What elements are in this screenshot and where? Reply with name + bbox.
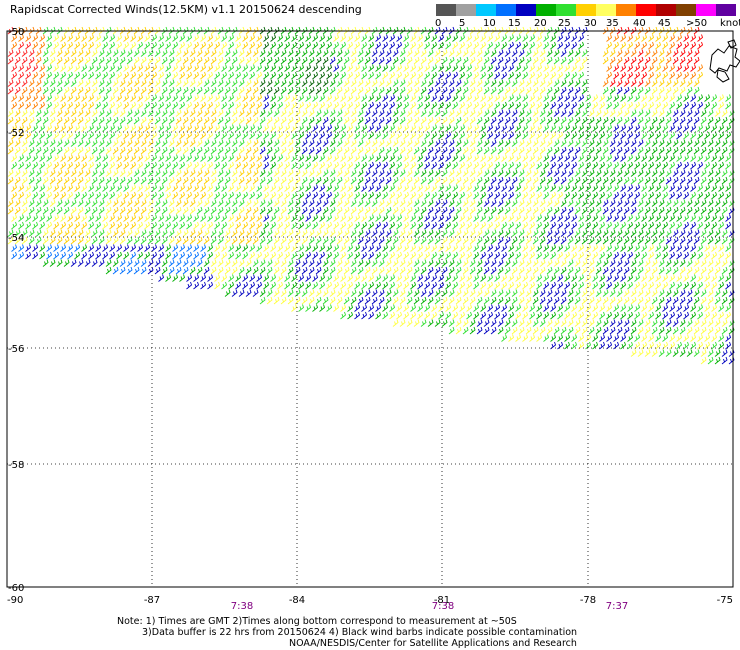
longitude-label: -87 [144, 595, 160, 606]
legend-label: 45 [658, 18, 671, 29]
grid-lines [7, 31, 733, 587]
island-outline [709, 45, 740, 74]
legend-swatch [536, 4, 556, 16]
legend-color-bar [436, 4, 736, 16]
coastline-falkland-islands [709, 39, 740, 83]
legend-label: 10 [483, 18, 496, 29]
island-outline [727, 39, 737, 49]
pass-time-label: 7:37 [606, 601, 628, 612]
legend-label: 0 [435, 18, 442, 29]
latitude-label: -56 [8, 344, 24, 355]
island-outline [716, 69, 730, 83]
longitude-label: -75 [717, 595, 733, 606]
latitude-label: -60 [8, 583, 24, 594]
legend-label: >50 [686, 18, 708, 29]
legend-swatch [676, 4, 696, 16]
legend-swatch [576, 4, 596, 16]
legend-label: 25 [558, 18, 571, 29]
legend-label: 30 [584, 18, 597, 29]
pass-time-label: 7:38 [432, 601, 454, 612]
legend-swatch [516, 4, 536, 16]
legend-units: knots [720, 18, 740, 29]
latitude-label: -54 [8, 233, 24, 244]
longitude-label: -81 [434, 595, 450, 606]
wind-barb-group [7, 26, 39, 95]
longitude-label: -78 [580, 595, 596, 606]
legend-swatch [476, 4, 496, 16]
latitude-label: -52 [8, 128, 24, 139]
legend-labels: 0 5 10 15 20 25 30 35 40 45 >50 [435, 16, 736, 30]
wind-barb-group [7, 26, 735, 365]
legend-swatch [616, 4, 636, 16]
legend-swatch [456, 4, 476, 16]
legend-swatch [556, 4, 576, 16]
longitude-label: -90 [7, 595, 23, 606]
legend-label: 35 [606, 18, 619, 29]
wind-barb-group [39, 26, 735, 365]
legend-swatch [496, 4, 516, 16]
latitude-label: -58 [8, 460, 24, 471]
legend-swatch [436, 4, 456, 16]
legend-label: 40 [633, 18, 646, 29]
legend-swatch [636, 4, 656, 16]
legend-swatch [596, 4, 616, 16]
wind-barb-group [11, 244, 207, 275]
wind-barb-group [25, 26, 735, 365]
note-line-2: 3)Data buffer is 22 hrs from 20150624 4)… [142, 627, 578, 638]
axis-labels: -90 -87 -84 -81 -78 -75 -50 -52 -54 -56 -58 -60 7:38… [7, 27, 733, 612]
latitude-label: -50 [8, 27, 24, 38]
wind-speed-legend: 0 5 10 15 20 25 30 35 40 45 >50 knots [435, 4, 740, 32]
legend-swatch [696, 4, 716, 16]
legend-swatch [656, 4, 676, 16]
legend-label: 20 [534, 18, 547, 29]
note-line-1: Note: 1) Times are GMT 2)Times along bot… [117, 616, 517, 627]
pass-time-label: 7:38 [231, 601, 253, 612]
map-frame [6, 30, 734, 588]
wind-barbs-layer [7, 26, 735, 365]
wind-barb-group [7, 26, 704, 245]
wind-barb-group [609, 26, 704, 87]
wind-barb-group [259, 26, 333, 95]
note-line-3: NOAA/NESDIS/Center for Satellite Applica… [289, 638, 577, 649]
legend-label: 5 [459, 18, 466, 29]
map-title: Rapidscat Corrected Winds(12.5KM) v1.1 2… [10, 3, 362, 16]
legend-swatch [716, 4, 736, 16]
longitude-label: -84 [289, 595, 305, 606]
legend-label: 15 [508, 18, 521, 29]
wind-barb-group [7, 26, 732, 365]
